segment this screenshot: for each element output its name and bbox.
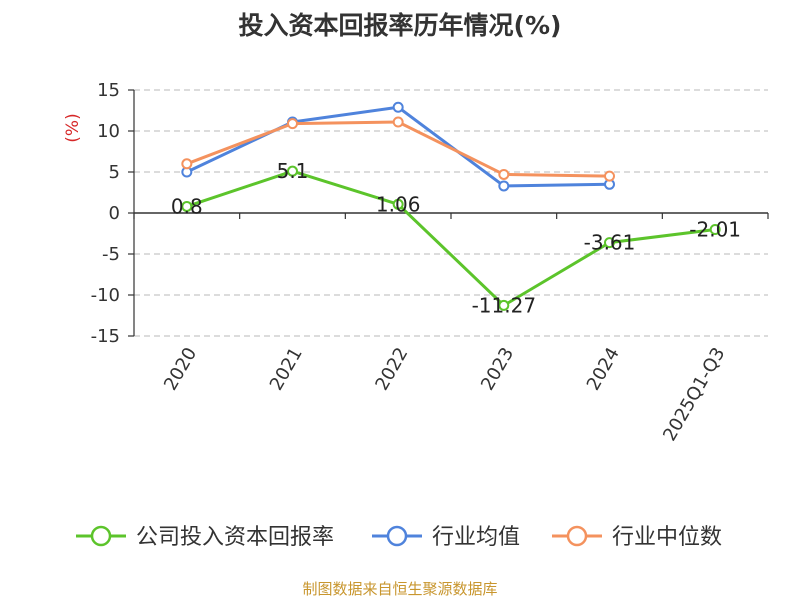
chart-title: 投入资本回报率历年情况(%) xyxy=(238,11,562,40)
data-point xyxy=(287,165,298,177)
legend-label: 行业中位数 xyxy=(612,525,722,550)
y-tick-label: 0 xyxy=(109,203,120,224)
legend-marker xyxy=(566,525,588,547)
data-label: 1.06 xyxy=(376,192,421,216)
data-point xyxy=(392,116,404,128)
legend-marker xyxy=(90,525,112,547)
data-point xyxy=(498,180,510,192)
legend-label: 行业均值 xyxy=(432,525,520,550)
x-tick-label: 2023 xyxy=(477,344,518,394)
data-label: 0.8 xyxy=(171,194,203,218)
data-point xyxy=(498,299,510,311)
y-tick-label: 5 xyxy=(109,162,120,183)
data-point xyxy=(181,158,193,170)
data-point xyxy=(604,170,615,182)
series-line-0 xyxy=(186,169,716,307)
data-point xyxy=(392,101,404,113)
x-tick-label: 2020 xyxy=(160,344,201,394)
y-tick-label: -5 xyxy=(102,244,120,265)
data-point xyxy=(181,200,193,212)
legend-marker xyxy=(386,525,408,547)
data-point xyxy=(604,237,615,249)
data-point xyxy=(498,168,510,180)
y-tick-label: -15 xyxy=(91,326,120,347)
data-point xyxy=(392,198,404,210)
x-tick-label: 2025Q1-Q3 xyxy=(659,344,729,445)
data-label: 5.1 xyxy=(277,159,309,183)
data-label: -11.27 xyxy=(472,293,536,317)
data-label: -3.61 xyxy=(584,231,636,255)
x-tick-label: 2024 xyxy=(583,344,624,394)
legend-label: 公司投入资本回报率 xyxy=(136,525,334,550)
y-tick-label: 15 xyxy=(97,80,120,101)
source-note: 制图数据来自恒生聚源数据库 xyxy=(302,580,498,598)
y-tick-label: 10 xyxy=(97,121,120,142)
y-axis-label: (%) xyxy=(63,113,83,142)
series-line-2 xyxy=(186,120,610,178)
y-tick-label: -10 xyxy=(91,285,120,306)
data-point xyxy=(287,118,298,130)
data-point xyxy=(709,223,721,235)
x-tick-label: 2021 xyxy=(266,344,307,394)
data-label: -2.01 xyxy=(689,217,741,241)
x-tick-label: 2022 xyxy=(371,344,412,394)
